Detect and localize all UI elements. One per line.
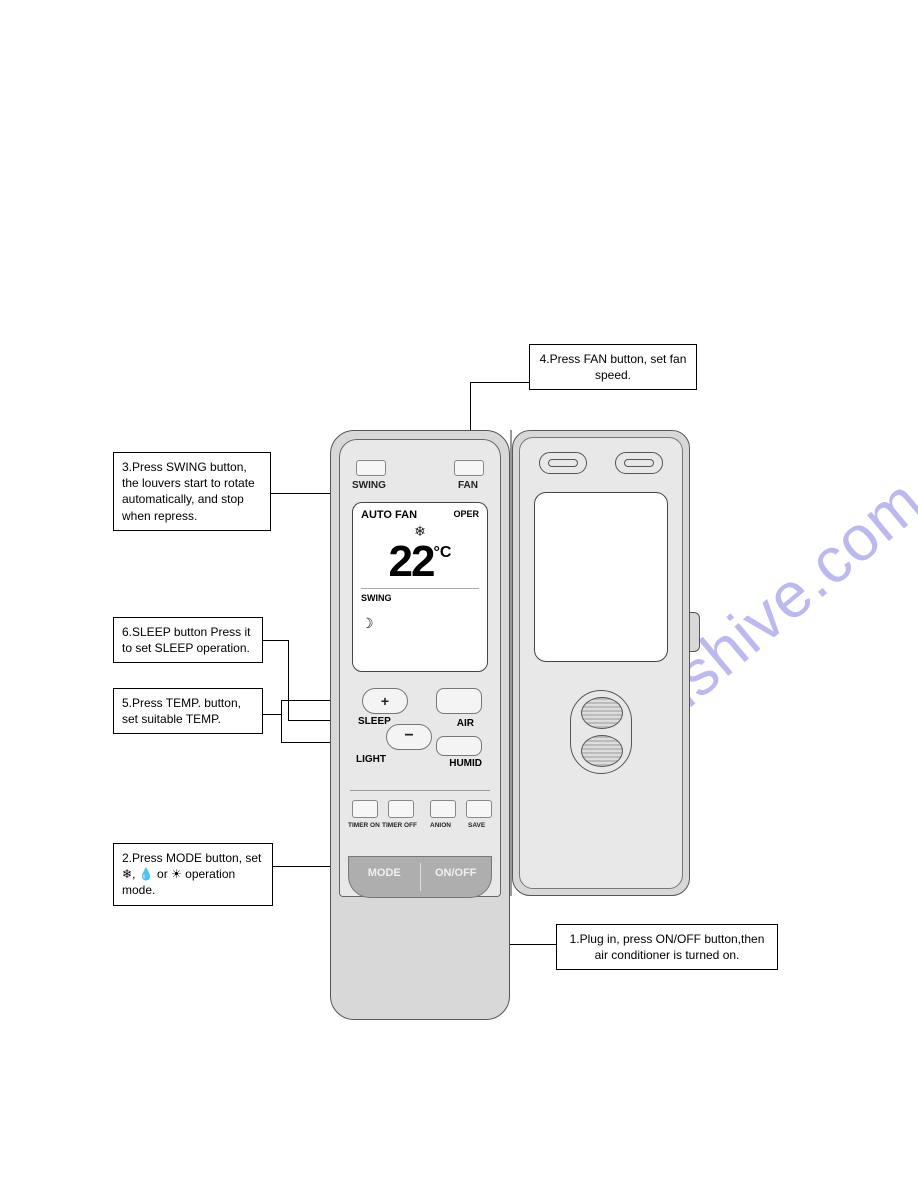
lcd-oper: OPER (453, 509, 479, 521)
lcd-temp-unit: °C (434, 544, 452, 562)
save-button[interactable] (466, 800, 492, 818)
remote-face: SWING FAN AUTO FAN OPER ❄ 22°C SWING ☽ +… (339, 439, 501, 897)
swing-button[interactable] (356, 460, 386, 476)
anion-button[interactable] (430, 800, 456, 818)
lcd-swing: SWING (361, 588, 479, 603)
air-label: AIR (457, 718, 474, 729)
save-label: SAVE (468, 822, 485, 829)
divider (350, 790, 490, 791)
slot-icon (539, 452, 587, 474)
sun-icon: ☀ (171, 867, 182, 881)
anion-label: ANION (430, 822, 451, 829)
timer-on-button[interactable] (352, 800, 378, 818)
humid-label: HUMID (449, 758, 482, 769)
callout-1: 1.Plug in, press ON/OFF button,then air … (556, 924, 778, 970)
bump-icon (581, 697, 623, 729)
snowflake-icon: ❄ (122, 867, 132, 881)
slot-icon (615, 452, 663, 474)
callout-2: 2.Press MODE button, set ❄, 💧 or ☀ opera… (113, 843, 273, 906)
timer-off-button[interactable] (388, 800, 414, 818)
fan-button[interactable] (454, 460, 484, 476)
leader-line (263, 640, 288, 641)
leader-line (470, 382, 529, 383)
flap-window (534, 492, 668, 662)
leader-line (281, 700, 282, 743)
light-label: LIGHT (356, 754, 386, 765)
leader-line (288, 640, 289, 720)
callout-3: 3.Press SWING button, the louvers start … (113, 452, 271, 531)
remote-flap (512, 430, 690, 896)
fan-label: FAN (458, 480, 478, 491)
callout-5: 5.Press TEMP. button, set suitable TEMP. (113, 688, 263, 734)
dehumidify-icon: 💧 (139, 867, 154, 881)
sleep-label: SLEEP (358, 716, 391, 727)
remote-body: SWING FAN AUTO FAN OPER ❄ 22°C SWING ☽ +… (330, 430, 510, 1020)
mode-button[interactable]: MODE (349, 857, 420, 897)
timer-on-label: TIMER ON (348, 822, 380, 829)
flap-tab (690, 612, 700, 652)
timer-off-label: TIMER OFF (382, 822, 417, 829)
lcd-temp-value: 22 (389, 537, 434, 586)
temp-plus-button[interactable]: + (362, 688, 408, 714)
bottom-strip: MODE ON/OFF (348, 856, 492, 898)
lcd-screen: AUTO FAN OPER ❄ 22°C SWING ☽ (352, 502, 488, 672)
flap-bumps (570, 690, 632, 778)
humid-button[interactable] (436, 736, 482, 756)
moon-icon: ☽ (361, 615, 479, 632)
onoff-button[interactable]: ON/OFF (421, 857, 492, 897)
leader-line (263, 714, 281, 715)
callout-4: 4.Press FAN button, set fan speed. (529, 344, 697, 390)
callout-2-pre: 2.Press MODE button, set (122, 851, 261, 865)
bump-icon (581, 735, 623, 767)
flap-slots (536, 452, 666, 480)
callout-6: 6.SLEEP button Press it to set SLEEP ope… (113, 617, 263, 663)
air-button[interactable] (436, 688, 482, 714)
swing-label: SWING (352, 480, 386, 491)
flap-inner (519, 437, 683, 889)
temp-minus-button[interactable]: − (386, 724, 432, 750)
lcd-mode: AUTO FAN (361, 509, 417, 521)
